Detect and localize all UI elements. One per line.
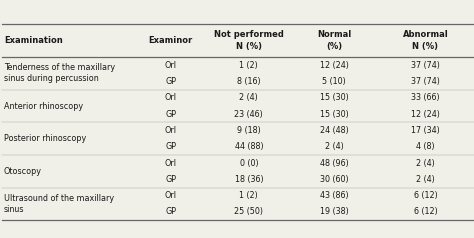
Text: GP: GP <box>165 208 176 217</box>
Text: 1 (2): 1 (2) <box>239 191 258 200</box>
Text: Orl: Orl <box>164 93 177 102</box>
Text: 37 (74): 37 (74) <box>411 77 440 86</box>
Text: 9 (18): 9 (18) <box>237 126 261 135</box>
Text: 0 (0): 0 (0) <box>239 159 258 168</box>
Text: 2 (4): 2 (4) <box>239 93 258 102</box>
Text: GP: GP <box>165 77 176 86</box>
Text: 6 (12): 6 (12) <box>413 208 438 217</box>
Text: 25 (50): 25 (50) <box>234 208 264 217</box>
Text: 48 (96): 48 (96) <box>320 159 348 168</box>
Text: 43 (86): 43 (86) <box>320 191 348 200</box>
Text: 44 (88): 44 (88) <box>235 142 263 151</box>
Text: 2 (4): 2 (4) <box>416 159 435 168</box>
Text: Orl: Orl <box>164 126 177 135</box>
Text: 2 (4): 2 (4) <box>416 175 435 184</box>
Text: Normal
(%): Normal (%) <box>317 30 351 50</box>
Text: 15 (30): 15 (30) <box>320 93 348 102</box>
Text: 18 (36): 18 (36) <box>235 175 263 184</box>
Text: 12 (24): 12 (24) <box>411 110 440 119</box>
Text: 1 (2): 1 (2) <box>239 61 258 70</box>
Text: 15 (30): 15 (30) <box>320 110 348 119</box>
Text: Posterior rhinoscopy: Posterior rhinoscopy <box>4 134 86 143</box>
Text: Anterior rhinoscopy: Anterior rhinoscopy <box>4 102 83 110</box>
Text: Orl: Orl <box>164 159 177 168</box>
Text: 24 (48): 24 (48) <box>320 126 348 135</box>
Text: GP: GP <box>165 142 176 151</box>
Text: 12 (24): 12 (24) <box>320 61 348 70</box>
Text: Ultrasound of the maxillary
sinus: Ultrasound of the maxillary sinus <box>4 194 114 214</box>
Text: 33 (66): 33 (66) <box>411 93 440 102</box>
Text: 6 (12): 6 (12) <box>413 191 438 200</box>
Text: 17 (34): 17 (34) <box>411 126 440 135</box>
Text: Orl: Orl <box>164 61 177 70</box>
Text: Orl: Orl <box>164 191 177 200</box>
Text: 37 (74): 37 (74) <box>411 61 440 70</box>
Text: 4 (8): 4 (8) <box>416 142 435 151</box>
Text: Tenderness of the maxillary
sinus during percussion: Tenderness of the maxillary sinus during… <box>4 63 115 84</box>
Text: 23 (46): 23 (46) <box>235 110 263 119</box>
Text: GP: GP <box>165 110 176 119</box>
Text: Otoscopy: Otoscopy <box>4 167 42 176</box>
Text: 2 (4): 2 (4) <box>325 142 344 151</box>
Text: 5 (10): 5 (10) <box>322 77 346 86</box>
Text: GP: GP <box>165 175 176 184</box>
Text: Not performed
N (%): Not performed N (%) <box>214 30 284 50</box>
Text: Examinor: Examinor <box>148 36 193 45</box>
Text: 19 (38): 19 (38) <box>320 208 348 217</box>
Text: Abnormal
N (%): Abnormal N (%) <box>402 30 448 50</box>
Text: 30 (60): 30 (60) <box>320 175 348 184</box>
Text: Examination: Examination <box>4 36 63 45</box>
Text: 8 (16): 8 (16) <box>237 77 261 86</box>
